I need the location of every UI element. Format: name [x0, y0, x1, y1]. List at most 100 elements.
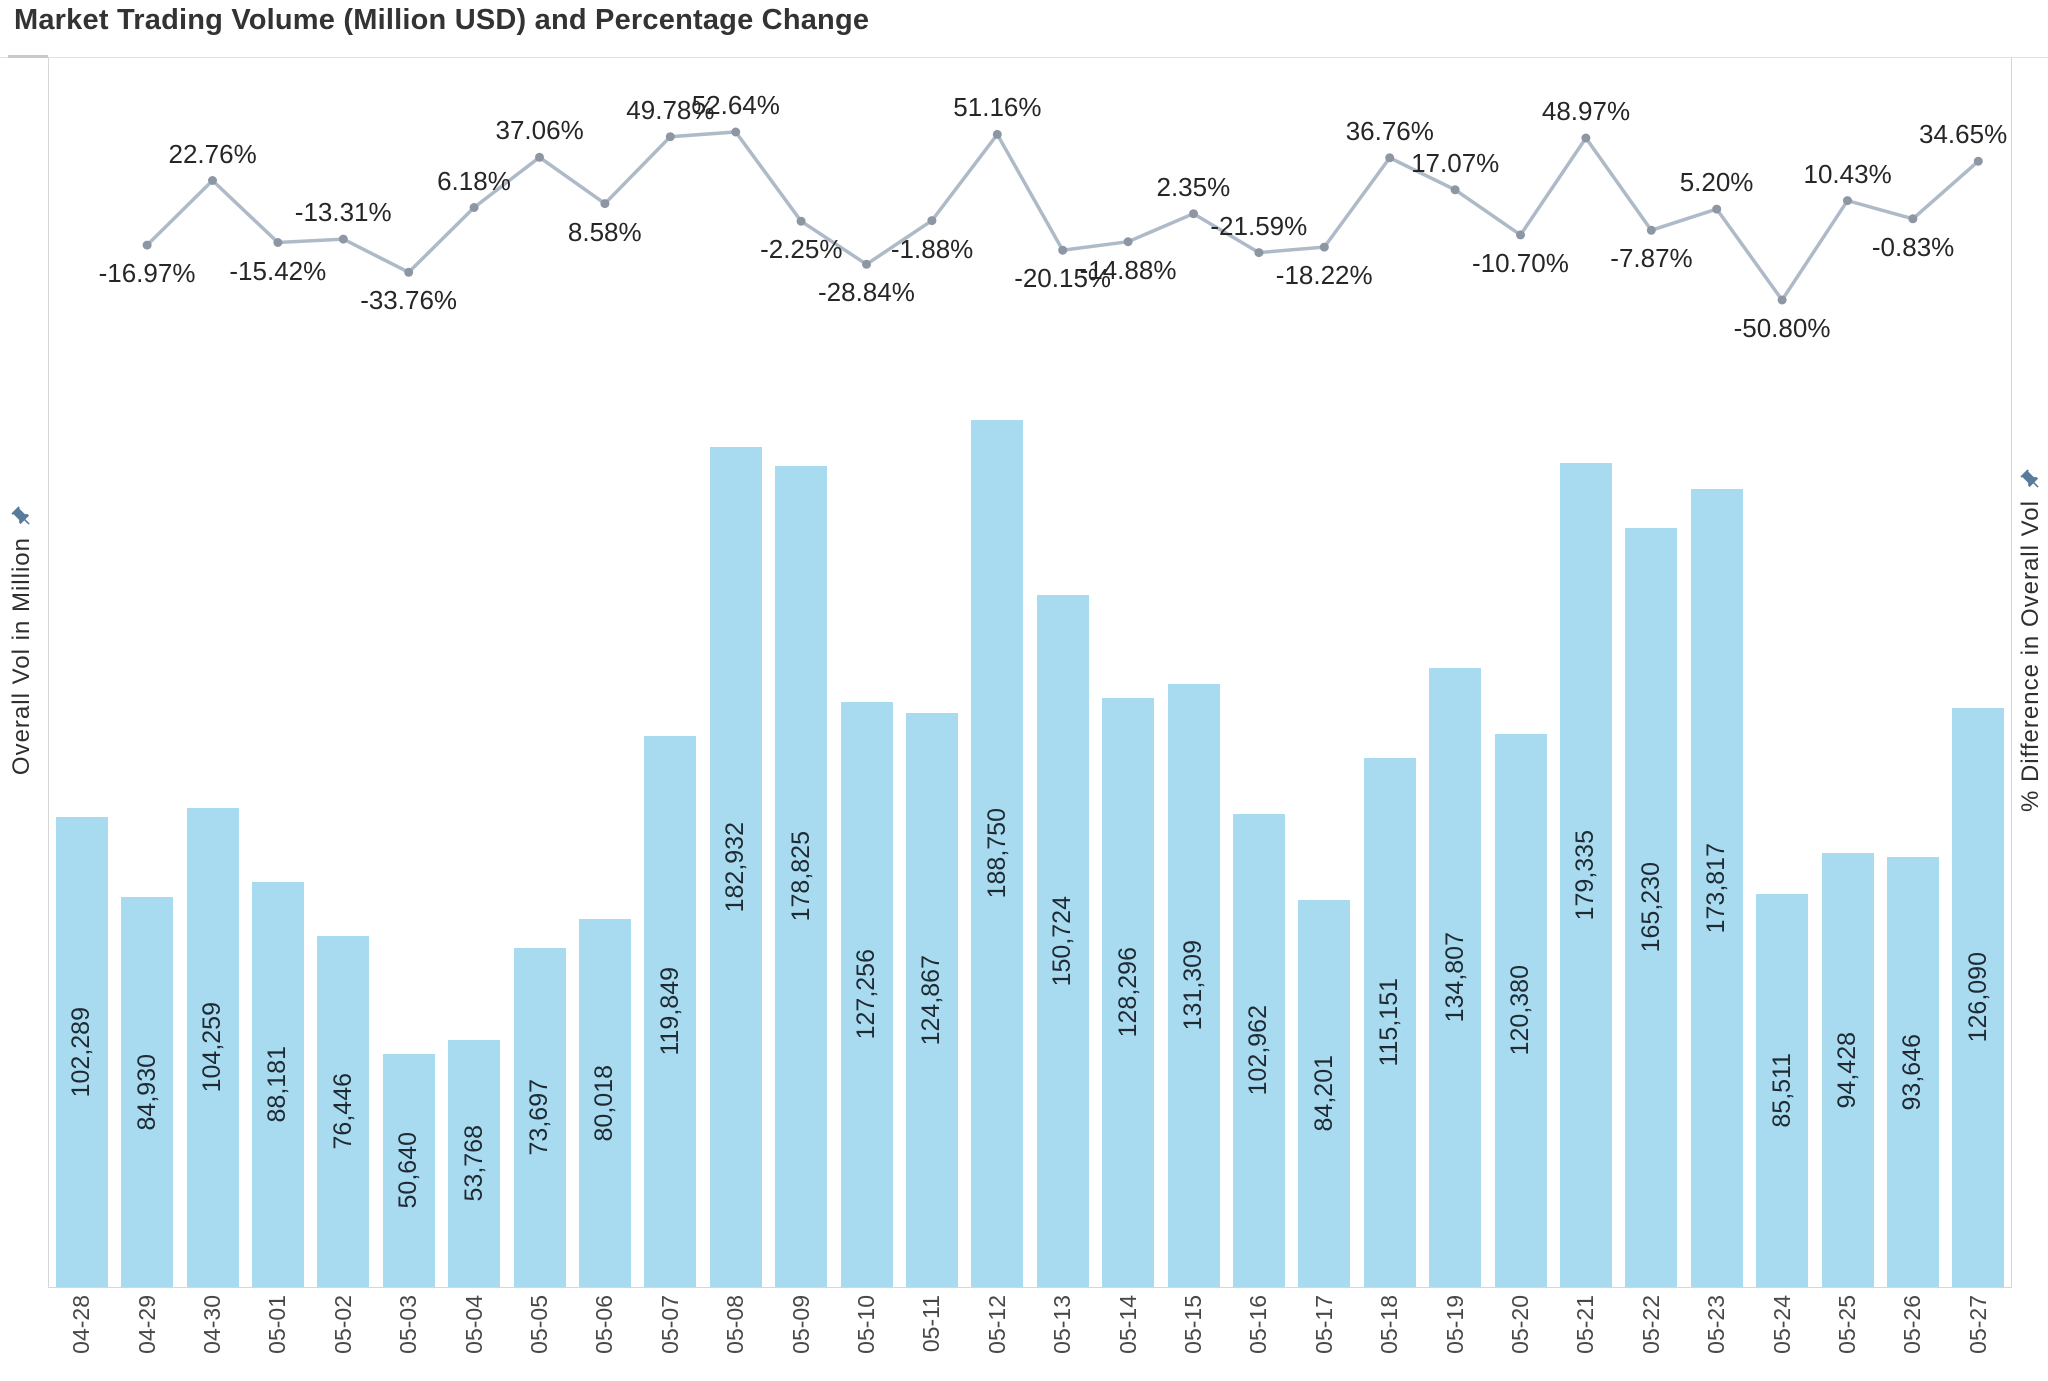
line-marker[interactable]	[1908, 214, 1918, 224]
x-axis-label: 05-13	[1049, 1295, 1076, 1354]
volume-bar[interactable]	[1363, 758, 1416, 1287]
header-divider-accent	[8, 55, 48, 58]
x-axis-label: 05-01	[264, 1295, 291, 1354]
plot-area: 102,289 84,930 104,259 88,181 76,446 50,640 53…	[48, 57, 2012, 1354]
line-marker[interactable]	[273, 238, 283, 247]
volume-bar[interactable]	[382, 1054, 435, 1287]
pct-change-label: 37.06%	[495, 115, 584, 146]
line-marker[interactable]	[796, 216, 806, 226]
line-marker[interactable]	[992, 129, 1002, 139]
line-marker[interactable]	[1450, 185, 1460, 195]
x-axis-label: 05-08	[722, 1295, 749, 1354]
line-marker[interactable]	[665, 132, 675, 142]
volume-bar[interactable]	[971, 420, 1024, 1287]
pct-change-label: 10.43%	[1803, 158, 1892, 189]
volume-bar[interactable]	[186, 808, 239, 1287]
volume-bar[interactable]	[1886, 857, 1939, 1287]
line-marker[interactable]	[1385, 153, 1395, 163]
x-axis-label: 05-06	[591, 1295, 618, 1354]
line-marker[interactable]	[208, 176, 217, 185]
line-marker[interactable]	[731, 127, 741, 137]
volume-bar[interactable]	[1756, 894, 1809, 1287]
line-marker[interactable]	[142, 240, 152, 250]
x-axis-label: 05-15	[1180, 1295, 1206, 1354]
pct-change-label: -21.59%	[1210, 210, 1308, 241]
x-axis-label: 05-21	[1572, 1295, 1599, 1354]
line-marker[interactable]	[1123, 237, 1133, 247]
line-marker[interactable]	[1058, 245, 1068, 255]
pct-change-label: -10.70%	[1472, 247, 1569, 278]
pct-change-label: -15.42%	[229, 255, 327, 286]
line-marker[interactable]	[1319, 242, 1329, 252]
pct-change-label: -28.84%	[818, 277, 915, 308]
volume-bar[interactable]	[840, 702, 893, 1287]
x-axis-label: 05-14	[1114, 1295, 1141, 1354]
volume-bar[interactable]	[775, 466, 828, 1287]
volume-bar[interactable]	[121, 897, 174, 1287]
volume-bar[interactable]	[1494, 734, 1547, 1287]
pct-change-label: 49.78%	[626, 94, 715, 125]
pct-change-label: 34.65%	[1919, 119, 2008, 150]
line-marker[interactable]	[600, 199, 610, 209]
pct-change-label: -14.88%	[1079, 254, 1177, 285]
x-axis-label: 05-10	[853, 1295, 879, 1354]
x-axis-label: 04-28	[68, 1295, 95, 1354]
line-marker[interactable]	[469, 203, 479, 212]
x-axis-label: 05-16	[1245, 1295, 1272, 1354]
x-axis-label: 05-17	[1310, 1295, 1337, 1354]
volume-bar[interactable]	[1167, 684, 1220, 1287]
line-marker[interactable]	[1254, 248, 1264, 258]
chart-title: Market Trading Volume (Million USD) and …	[14, 4, 870, 36]
volume-bar[interactable]	[1102, 698, 1155, 1287]
pct-change-label: -18.22%	[1275, 260, 1373, 291]
line-marker[interactable]	[1516, 230, 1525, 240]
line-marker[interactable]	[404, 267, 414, 277]
x-axis-label: 05-25	[1834, 1295, 1860, 1354]
volume-bar[interactable]	[578, 919, 631, 1287]
left-axis-title-label: Overall Vol in Million	[8, 537, 35, 776]
volume-bar[interactable]	[1232, 814, 1285, 1287]
line-marker[interactable]	[1843, 196, 1852, 206]
line-marker[interactable]	[1581, 133, 1591, 143]
volume-bar[interactable]	[1036, 595, 1089, 1287]
right-axis-title: % Difference in Overall Vol	[2014, 468, 2048, 812]
volume-bar[interactable]	[448, 1040, 501, 1287]
right-axis-title-label: % Difference in Overall Vol	[2017, 500, 2044, 813]
volume-bar[interactable]	[1821, 853, 1874, 1287]
line-marker[interactable]	[338, 234, 348, 244]
line-marker[interactable]	[1189, 209, 1198, 219]
volume-bar[interactable]	[513, 948, 566, 1287]
line-marker[interactable]	[1646, 225, 1656, 235]
volume-bar[interactable]	[1690, 489, 1743, 1287]
plot-canvas: 102,289 84,930 104,259 88,181 76,446 50,640 53…	[49, 57, 2011, 1287]
line-marker[interactable]	[1712, 204, 1722, 214]
x-axis-label: 05-23	[1703, 1295, 1730, 1354]
x-axis-label: 05-27	[1964, 1295, 1991, 1354]
line-marker[interactable]	[862, 259, 871, 269]
volume-bar[interactable]	[709, 447, 762, 1287]
volume-bar[interactable]	[1298, 900, 1351, 1287]
volume-bar[interactable]	[55, 817, 108, 1287]
line-marker[interactable]	[1973, 156, 1983, 166]
x-axis-label: 05-19	[1441, 1295, 1468, 1354]
pct-change-label: 17.07%	[1411, 147, 1500, 178]
pct-change-label: -16.97%	[98, 258, 196, 289]
pushpin-icon[interactable]	[2019, 468, 2043, 492]
pushpin-icon[interactable]	[10, 505, 34, 529]
volume-bar[interactable]	[1559, 463, 1612, 1287]
x-axis-label: 05-24	[1768, 1295, 1795, 1354]
line-marker[interactable]	[1777, 295, 1787, 305]
x-axis-label: 05-18	[1376, 1295, 1403, 1354]
volume-bar[interactable]	[1952, 708, 2005, 1287]
volume-bar[interactable]	[317, 936, 370, 1287]
volume-bar[interactable]	[905, 713, 958, 1287]
volume-bar[interactable]	[1625, 528, 1678, 1287]
x-axis-label: 05-03	[395, 1295, 422, 1354]
volume-bar[interactable]	[1429, 668, 1482, 1287]
line-marker[interactable]	[535, 152, 544, 162]
line-marker[interactable]	[927, 216, 937, 226]
x-axis-label: 05-05	[526, 1295, 552, 1354]
pct-change-label: -1.88%	[890, 233, 974, 264]
volume-bar[interactable]	[644, 736, 697, 1287]
volume-bar[interactable]	[251, 882, 304, 1287]
